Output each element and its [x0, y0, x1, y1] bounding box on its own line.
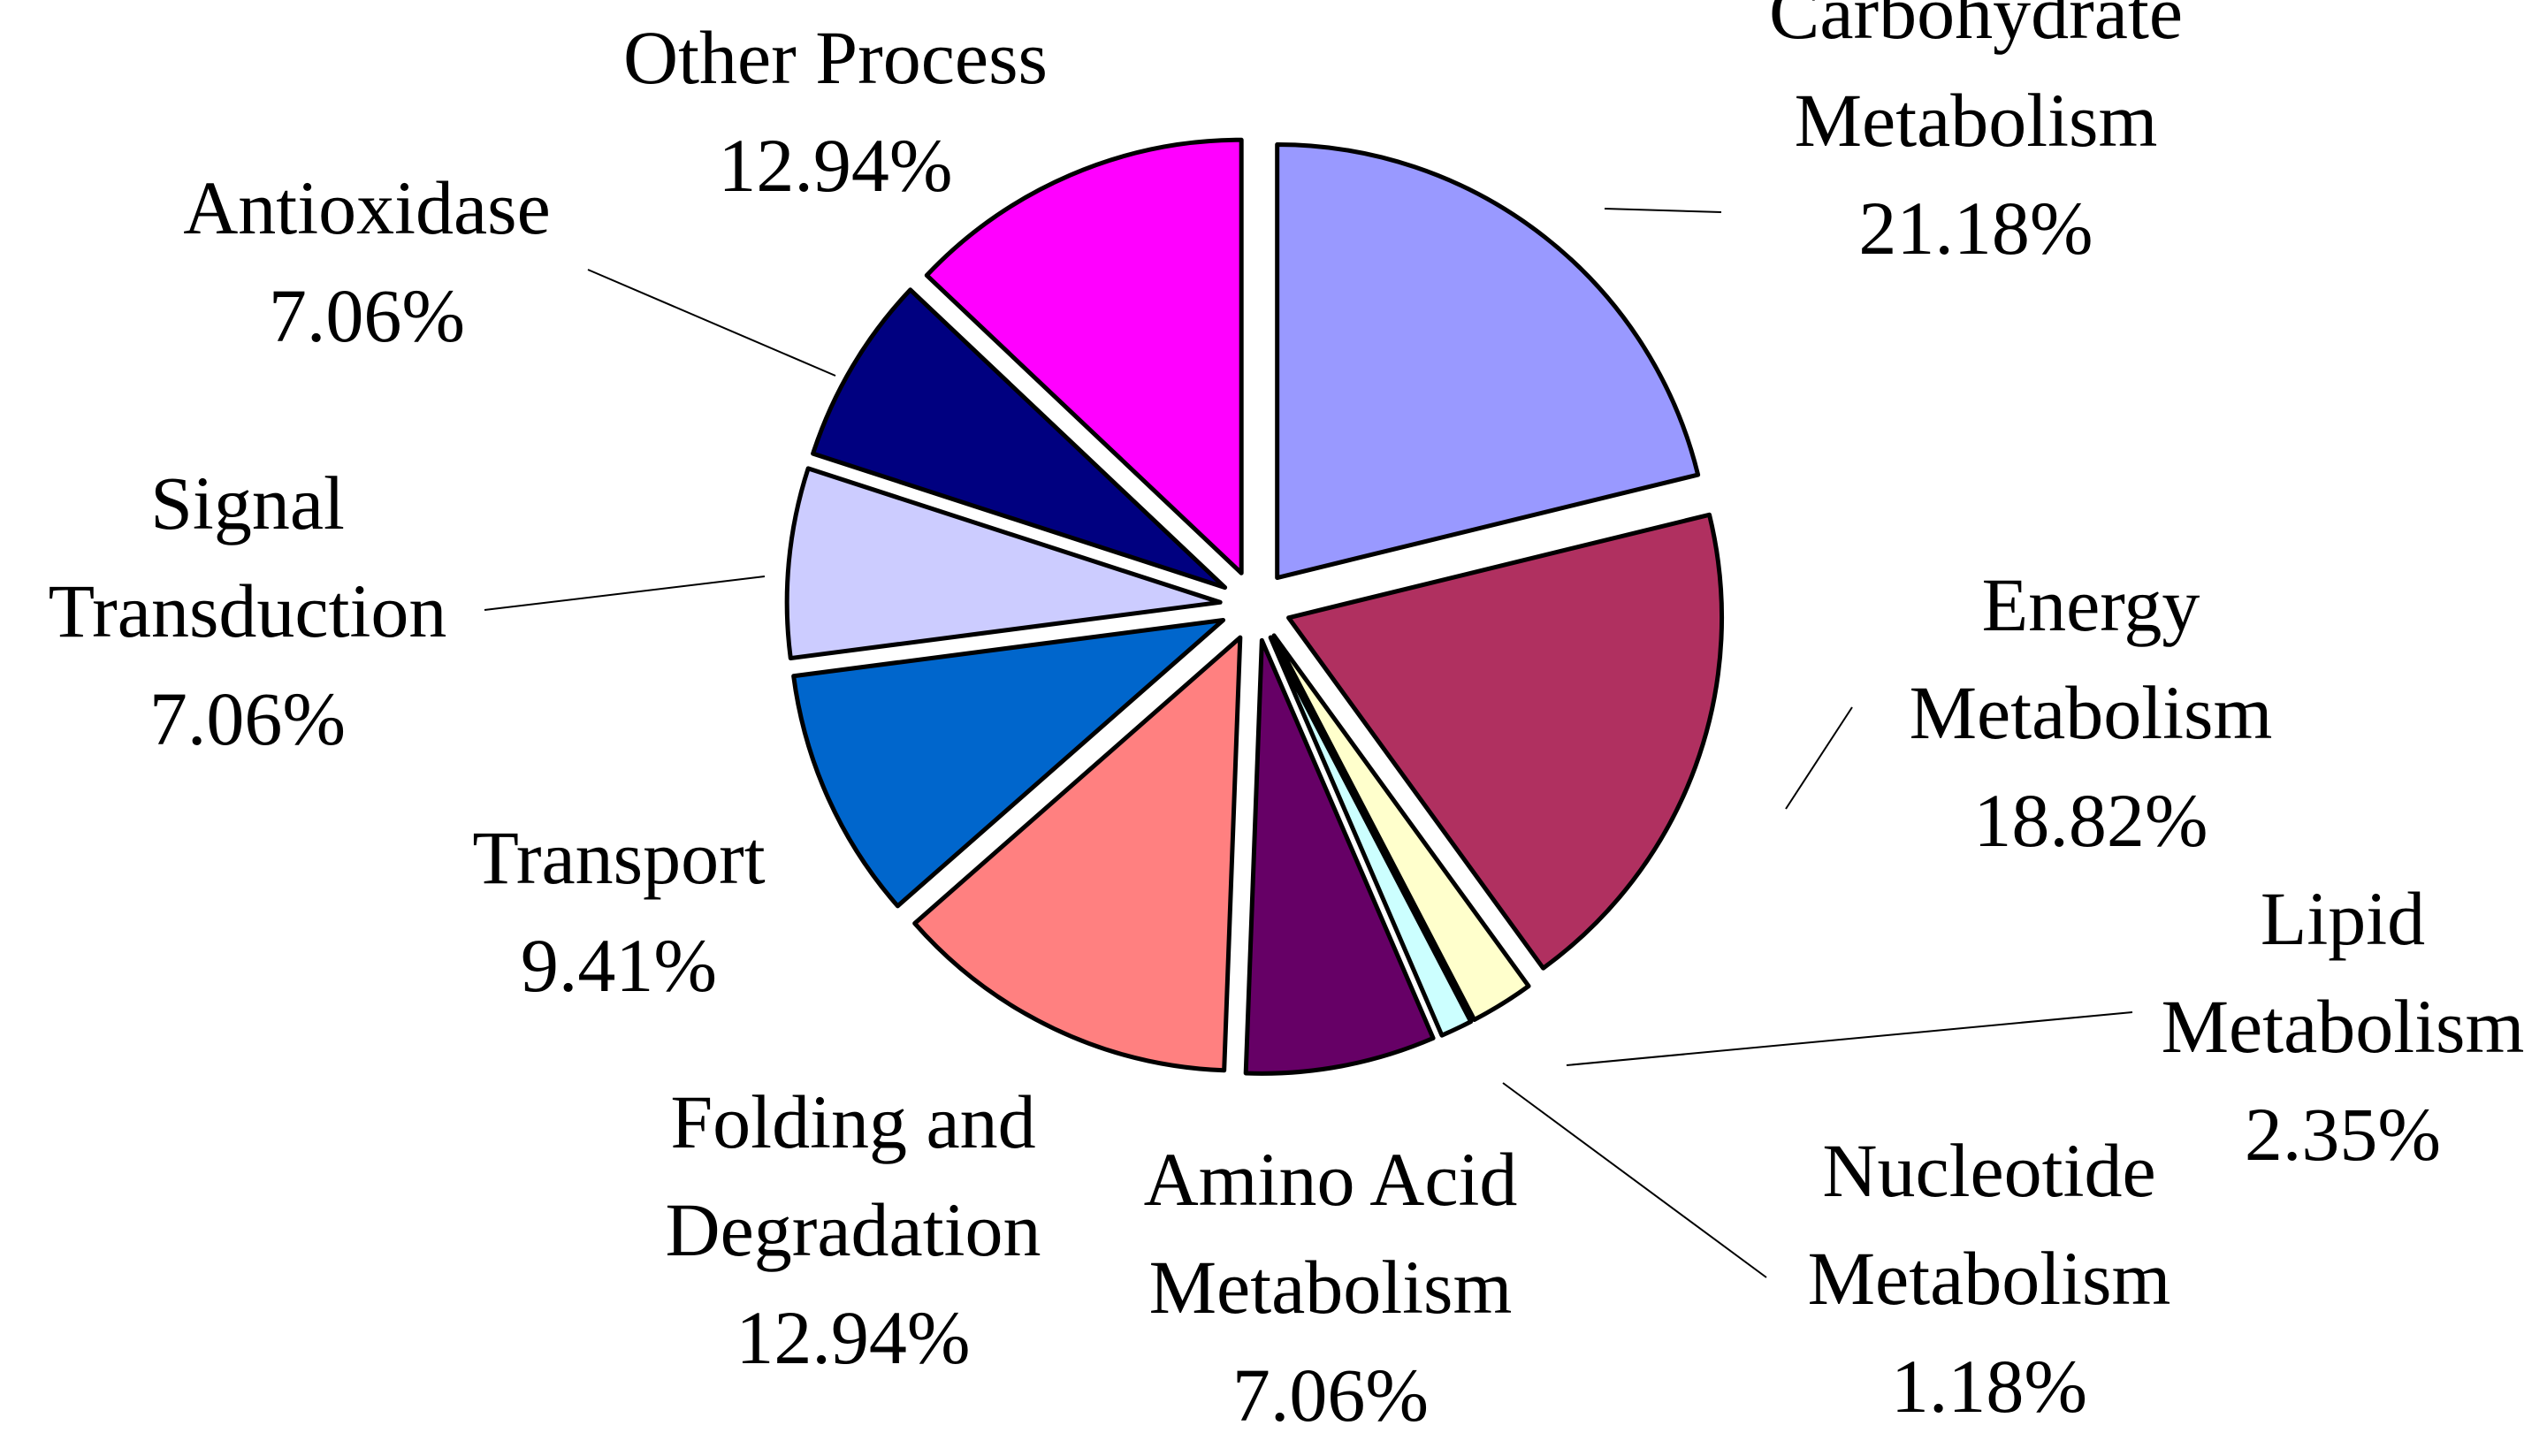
slice-percent-transport: 9.41%	[521, 923, 717, 1008]
slice-percent-amino-acid: 7.06%	[1232, 1353, 1429, 1437]
slice-percent-nucleotide: 1.18%	[1891, 1344, 2087, 1429]
slice-percent-folding: 12.94%	[736, 1295, 970, 1380]
slice-percent-carbohydrate: 21.18%	[1858, 186, 2093, 271]
pie-slice-folding	[912, 635, 1243, 1073]
slice-name-line-transport: Transport	[472, 815, 765, 900]
slice-name-line-antioxidase: Antioxidase	[183, 165, 551, 250]
slice-label-lipid: Lipid Metabolism 2.35%	[2162, 876, 2525, 1177]
leader-line-lipid	[1566, 1011, 2133, 1066]
leader-line-nucleotide	[1502, 1082, 1767, 1278]
slice-label-energy: Energy Metabolism 18.82%	[1910, 562, 2273, 863]
leader-line-signal	[484, 576, 766, 611]
slice-percent-other: 12.94%	[718, 123, 952, 208]
slice-label-nucleotide: Nucleotide Metabolism 1.18%	[1808, 1128, 2171, 1429]
slice-percent-antioxidase: 7.06%	[269, 273, 465, 358]
pie-slice-nucleotide	[1268, 635, 1474, 1038]
slice-name-line-folding: Degradation	[665, 1187, 1041, 1272]
slice-percent-signal: 7.06%	[149, 676, 346, 761]
slice-label-antioxidase: Antioxidase 7.06%	[183, 165, 551, 358]
slice-name-line-carbohydrate: Metabolism	[1795, 78, 2158, 163]
leader-lines	[484, 208, 2133, 1278]
slice-name-line-nucleotide: Nucleotide	[1822, 1128, 2155, 1213]
pie-slice-signal	[784, 466, 1223, 661]
pie-slice-lipid	[1271, 633, 1531, 1022]
slice-name-line-amino-acid: Amino Acid	[1144, 1137, 1518, 1222]
leader-line-energy	[1785, 706, 1853, 810]
slice-labels: Carbohydrate Metabolism 21.18% Energy Metabo…	[49, 0, 2525, 1437]
slice-name-line-lipid: Lipid	[2261, 876, 2425, 961]
slice-percent-energy: 18.82%	[1973, 778, 2208, 863]
slice-label-amino-acid: Amino Acid Metabolism 7.06%	[1144, 1137, 1518, 1437]
slice-name-line-nucleotide: Metabolism	[1808, 1236, 2171, 1321]
slice-name-line-signal: Signal	[150, 461, 345, 545]
slice-label-transport: Transport 9.41%	[472, 815, 765, 1008]
slice-name-line-other: Other Process	[623, 15, 1048, 100]
pie-slice-other	[924, 137, 1244, 576]
pie-slices	[784, 137, 1724, 1076]
slice-percent-lipid: 2.35%	[2245, 1092, 2441, 1177]
slice-name-line-folding: Folding and	[670, 1079, 1035, 1164]
slice-name-line-lipid: Metabolism	[2162, 984, 2525, 1069]
leader-line-antioxidase	[587, 269, 836, 377]
pie-slice-transport	[791, 617, 1226, 909]
slice-name-line-carbohydrate: Carbohydrate	[1769, 0, 2183, 55]
slice-name-line-amino-acid: Metabolism	[1149, 1245, 1513, 1330]
slice-label-carbohydrate: Carbohydrate Metabolism 21.18%	[1769, 0, 2183, 271]
pie-slice-energy	[1286, 512, 1724, 971]
slice-name-line-signal: Transduction	[49, 568, 447, 653]
pie-slice-antioxidase	[811, 287, 1228, 591]
pie-slice-carbohydrate	[1275, 142, 1701, 581]
slice-name-line-energy: Metabolism	[1910, 670, 2273, 755]
slice-label-other: Other Process 12.94%	[623, 15, 1048, 208]
slice-label-signal: Signal Transduction 7.06%	[49, 461, 447, 761]
pie-slice-amino-acid	[1243, 637, 1436, 1076]
leader-line-carbohydrate	[1604, 208, 1722, 213]
slice-name-line-energy: Energy	[1982, 562, 2200, 647]
slice-label-folding: Folding and Degradation 12.94%	[665, 1079, 1041, 1380]
